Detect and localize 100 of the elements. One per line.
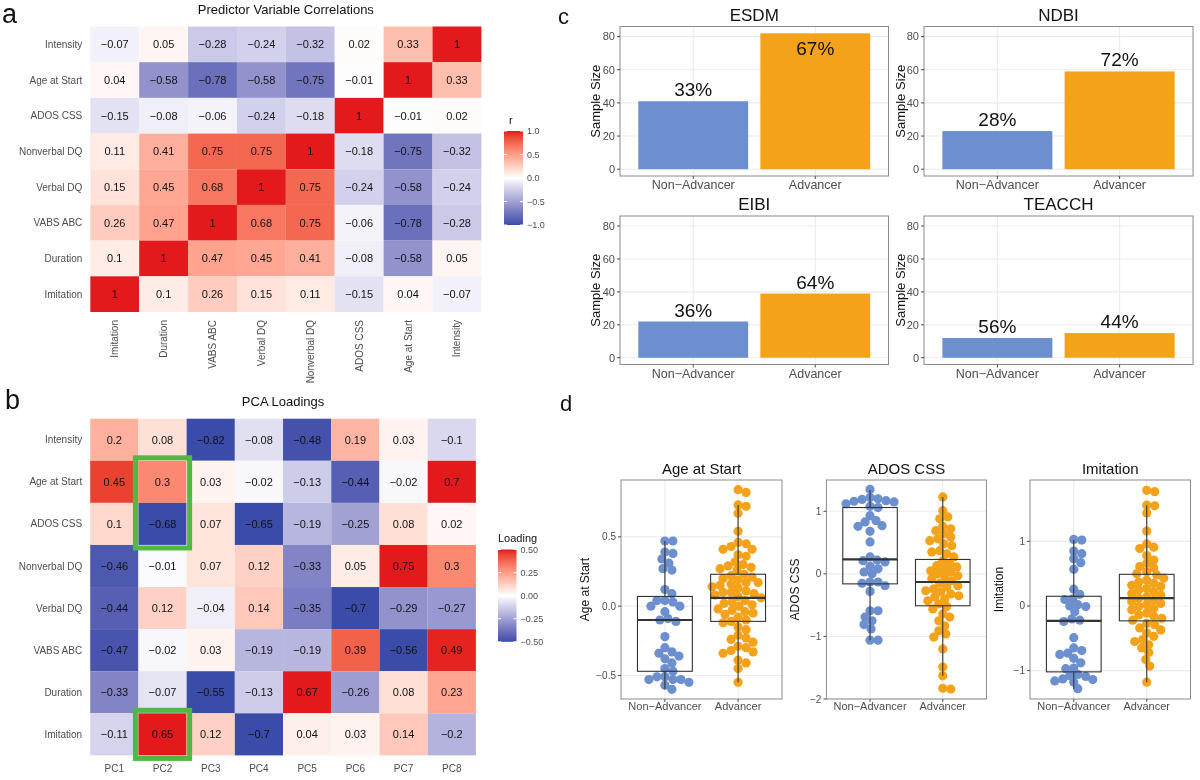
annotation: 67% [796, 38, 835, 60]
data-label: −0.33 [100, 686, 129, 699]
data-label: 0.45 [152, 180, 175, 193]
data-label: 0.75 [299, 180, 321, 193]
y-tick-label: 80 [602, 30, 615, 43]
data-label: −0.58 [149, 73, 178, 86]
y-tick-label: −0.5 [596, 669, 617, 681]
y-tick-label: 20 [906, 129, 919, 142]
x-tick-label: Non−Advancer [955, 178, 1039, 192]
y-axis-title: Sample Size [892, 253, 908, 327]
data-label: −0.18 [345, 145, 374, 158]
data-label: 0.2 [106, 433, 122, 446]
data-label: 0.45 [250, 252, 273, 265]
data-label: 0.03 [392, 433, 415, 446]
x-tick-label: PC2 [152, 763, 173, 775]
color-bar-label: −0.5 [527, 196, 545, 207]
x-tick-label: PC8 [442, 763, 462, 775]
data-label: 0.02 [441, 517, 463, 530]
data-label: −0.35 [293, 601, 322, 614]
annotation: 72% [1100, 49, 1139, 71]
x-tick-label: Advancer [714, 700, 762, 712]
data-label: −0.24 [443, 180, 471, 193]
annotation: 28% [978, 109, 1017, 131]
data-label: −0.58 [394, 180, 422, 193]
y-tick-label: 20 [906, 318, 919, 331]
annotation: 56% [978, 315, 1017, 337]
data-label: −0.2 [440, 728, 463, 741]
data-label: −0.07 [443, 288, 471, 301]
data-label: −0.7 [344, 601, 367, 614]
y-tick-label: 60 [906, 252, 919, 265]
x-tick-label: Duration [158, 320, 170, 358]
data-label: 0.75 [250, 145, 273, 158]
x-tick-label: Advancer [1123, 700, 1171, 712]
data-label: 0.68 [250, 216, 273, 229]
y-tick-label: 1 [815, 505, 822, 517]
y-tick-label: 60 [602, 252, 615, 265]
data-label: −0.29 [389, 601, 418, 614]
data-label: 1 [209, 216, 216, 229]
data-label: −0.13 [293, 475, 322, 488]
data-label: 1 [405, 73, 412, 86]
color-bar-title: r [509, 114, 513, 126]
data-label: −0.01 [345, 73, 374, 86]
y-tick-label: ADOS CSS [30, 110, 83, 122]
data-label: −0.13 [245, 686, 273, 699]
data-label: −0.78 [198, 73, 227, 86]
color-bar-label: 0.00 [520, 590, 539, 601]
data-label: 0.03 [344, 728, 367, 741]
x-tick-label: Non−Advancer [833, 700, 907, 712]
data-label: 0.68 [201, 180, 224, 193]
data-label: 0.1 [107, 252, 123, 265]
y-tick-label: 20 [602, 318, 615, 331]
chart-title: ESDM [729, 5, 779, 25]
data-label: 0.26 [201, 288, 224, 301]
annotation: 64% [796, 271, 835, 293]
data-label: 0.19 [344, 433, 367, 446]
data-label: 0.05 [446, 252, 468, 265]
y-tick-label: 80 [602, 219, 615, 232]
data-label: −0.02 [389, 475, 418, 488]
x-tick-label: PC4 [249, 763, 270, 775]
text: d [560, 391, 573, 416]
data-label: 1 [160, 252, 167, 265]
data-label: −0.48 [293, 433, 322, 446]
data-label: −0.06 [345, 216, 374, 229]
y-tick-label: 0 [912, 351, 919, 364]
annotation: 44% [1100, 311, 1139, 333]
data-label: −0.7 [248, 728, 270, 741]
data-label: −0.18 [296, 109, 325, 122]
data-label: 0.04 [397, 288, 419, 301]
chart-title: Imitation [1081, 460, 1139, 477]
data-label: 0.08 [392, 517, 415, 530]
data-label: 0.41 [299, 252, 321, 265]
x-tick-label: Advancer [1093, 178, 1147, 192]
x-tick-label: Advancer [1093, 366, 1147, 381]
data-label: −0.65 [245, 517, 273, 530]
y-tick-label: 0 [815, 568, 822, 580]
chart-title: Predictor Variable Correlations [197, 1, 375, 17]
data-label: −0.56 [389, 644, 418, 657]
data-label: 0.65 [151, 728, 174, 741]
y-tick-label: 40 [602, 285, 615, 298]
y-tick-label: Imitation [44, 728, 83, 740]
data-label: −0.82 [196, 433, 225, 446]
x-tick-label: Advancer [788, 366, 842, 381]
annotation: 36% [674, 299, 713, 321]
y-tick-label: 0.5 [602, 531, 617, 543]
data-label: −0.01 [394, 109, 422, 122]
data-label: −0.24 [247, 38, 276, 51]
x-tick-label: PC7 [393, 763, 414, 775]
y-tick-label: Verbal DQ [36, 602, 83, 614]
y-tick-label: Intensity [44, 434, 83, 446]
chart-title: EIBI [738, 195, 771, 214]
x-tick-label: Advancer [788, 178, 842, 192]
data-label: 0.47 [152, 216, 175, 229]
data-label: 0.67 [296, 686, 318, 699]
data-label: 0.12 [151, 601, 174, 614]
x-tick-label: Nonverbal DQ [304, 319, 316, 384]
data-label: −0.28 [198, 38, 227, 51]
text: a [2, 0, 18, 29]
data-label: 1 [307, 145, 314, 158]
data-label: −0.75 [394, 145, 422, 158]
data-label: −0.58 [247, 73, 276, 86]
